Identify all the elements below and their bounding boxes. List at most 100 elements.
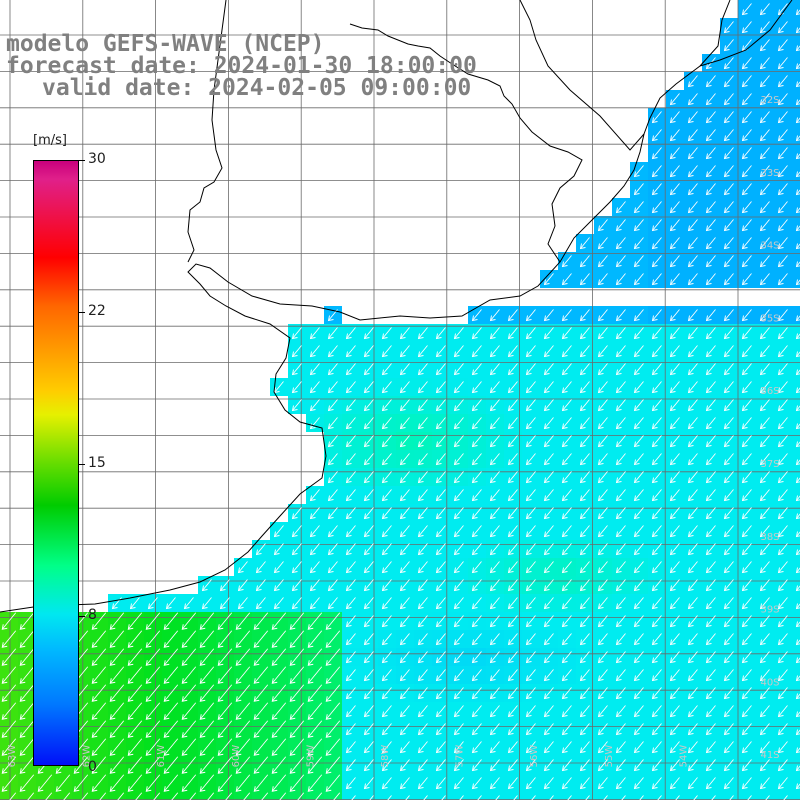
- wind-arrow: [543, 687, 554, 700]
- wind-arrow: [543, 669, 554, 682]
- wind-arrow: [109, 612, 125, 630]
- wind-arrow: [271, 702, 287, 720]
- wind-arrow: [615, 273, 626, 286]
- wind-arrow: [345, 399, 356, 412]
- wind-arrow: [597, 435, 608, 448]
- wind-arrow: [381, 777, 392, 790]
- wind-arrow: [543, 309, 554, 322]
- wind-speed-cell: [288, 792, 306, 800]
- wind-arrow: [1, 630, 17, 648]
- wind-arrow: [633, 165, 644, 178]
- wind-arrow: [327, 489, 338, 502]
- wind-arrow: [237, 579, 248, 592]
- wind-arrow: [669, 525, 680, 538]
- wind-arrow: [615, 543, 626, 556]
- wind-arrow: [723, 183, 734, 196]
- wind-speed-cell: [792, 468, 800, 486]
- wind-arrow: [201, 597, 212, 610]
- wind-arrow: [417, 381, 428, 394]
- wind-arrow: [199, 720, 215, 738]
- wind-arrow: [471, 345, 482, 358]
- wind-arrow: [741, 777, 752, 790]
- wind-arrow: [723, 255, 734, 268]
- wind-arrow: [381, 633, 392, 646]
- wind-arrow: [145, 612, 161, 630]
- wind-speed-cell: [792, 306, 800, 324]
- wind-arrow: [525, 453, 536, 466]
- wind-arrow: [669, 129, 680, 142]
- wind-arrow: [325, 774, 341, 792]
- wind-arrow: [777, 381, 788, 394]
- wind-arrow: [705, 723, 716, 736]
- wind-arrow: [145, 630, 161, 648]
- wind-arrow: [777, 525, 788, 538]
- wind-arrow: [235, 738, 251, 756]
- wind-arrow: [669, 507, 680, 520]
- wind-arrow: [489, 345, 500, 358]
- wind-arrow: [543, 417, 554, 430]
- wind-arrow: [615, 687, 626, 700]
- wind-arrow: [453, 543, 464, 556]
- latitude-label: 35S: [760, 313, 779, 324]
- wind-arrow: [399, 345, 410, 358]
- wind-arrow: [633, 615, 644, 628]
- wind-speed-cell: [0, 792, 18, 800]
- wind-arrow: [109, 720, 125, 738]
- wind-arrow: [271, 648, 287, 666]
- wind-arrow: [327, 381, 338, 394]
- wind-arrow: [489, 579, 500, 592]
- wind-arrow: [633, 381, 644, 394]
- wind-speed-cell: [792, 666, 800, 684]
- wind-arrow: [759, 363, 770, 376]
- wind-arrow: [615, 345, 626, 358]
- wind-arrow: [561, 543, 572, 556]
- wind-arrow: [307, 738, 323, 756]
- wind-arrow: [651, 255, 662, 268]
- wind-arrow: [489, 327, 500, 340]
- wind-arrow: [777, 21, 788, 34]
- wind-arrow: [507, 399, 518, 412]
- wind-arrow: [399, 723, 410, 736]
- wind-arrow: [651, 453, 662, 466]
- wind-arrow: [127, 774, 143, 792]
- wind-arrow: [471, 651, 482, 664]
- wind-arrow: [489, 705, 500, 718]
- wind-arrow: [687, 507, 698, 520]
- longitude-label: 58W: [380, 745, 391, 768]
- wind-arrow: [27, 792, 35, 800]
- wind-arrow: [453, 723, 464, 736]
- wind-arrow: [507, 435, 518, 448]
- wind-arrow: [597, 309, 608, 322]
- wind-arrow: [741, 525, 752, 538]
- wind-speed-cell: [792, 108, 800, 126]
- wind-arrow: [741, 201, 752, 214]
- wind-arrow: [723, 525, 734, 538]
- wind-arrow: [759, 93, 770, 106]
- wind-arrow: [525, 669, 536, 682]
- wind-arrow: [399, 597, 410, 610]
- wind-arrow: [307, 702, 323, 720]
- wind-arrow: [579, 453, 590, 466]
- wind-arrow: [219, 579, 230, 592]
- wind-arrow: [651, 237, 662, 250]
- wind-arrow: [561, 651, 572, 664]
- wind-arrow: [255, 579, 266, 592]
- wind-arrow: [597, 219, 608, 232]
- wind-arrow: [777, 147, 788, 160]
- wind-arrow: [327, 345, 338, 358]
- wind-arrow: [723, 93, 734, 106]
- wind-arrow: [417, 669, 428, 682]
- latitude-label: 39S: [760, 605, 779, 616]
- wind-arrow: [723, 219, 734, 232]
- wind-arrow: [435, 579, 446, 592]
- wind-arrow: [19, 666, 35, 684]
- wind-arrow: [181, 720, 197, 738]
- wind-arrow: [723, 543, 734, 556]
- wind-speed-cell: [108, 792, 126, 800]
- wind-arrow: [417, 471, 428, 484]
- wind-arrow: [81, 792, 89, 800]
- wind-arrow: [687, 201, 698, 214]
- wind-arrow: [327, 507, 338, 520]
- wind-arrow: [615, 471, 626, 484]
- wind-arrow: [181, 774, 197, 792]
